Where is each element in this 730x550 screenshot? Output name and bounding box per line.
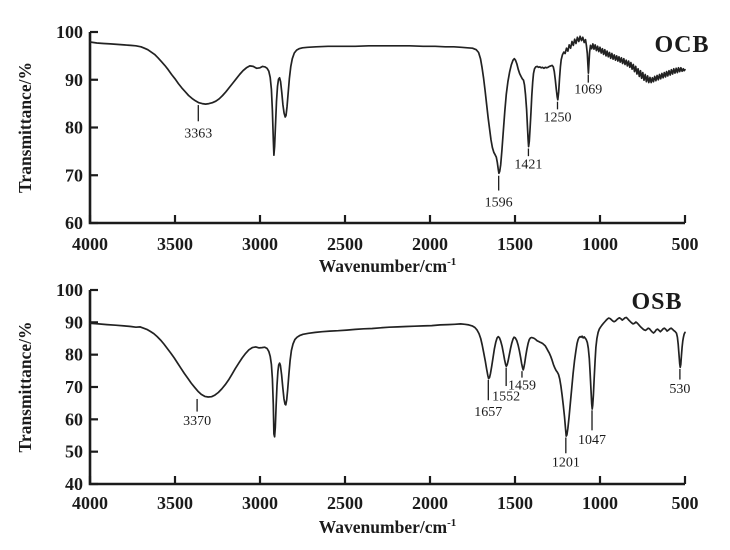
peak-label: 3363 bbox=[184, 126, 212, 141]
y-axis-tick-label: 100 bbox=[56, 22, 83, 42]
x-axis-title: Wavenumber/cm-1 bbox=[319, 517, 457, 537]
x-axis-tick-label: 2000 bbox=[412, 234, 448, 254]
peak-label: 1421 bbox=[514, 157, 542, 172]
x-axis-tick-label: 3500 bbox=[157, 493, 193, 513]
spectrum-curve-osb bbox=[89, 316, 686, 438]
x-axis-title-superscript: -1 bbox=[447, 256, 456, 268]
x-axis-tick-label: 1500 bbox=[497, 493, 533, 513]
x-axis-tick-label: 2500 bbox=[327, 234, 363, 254]
x-axis-title: Wavenumber/cm-1 bbox=[319, 256, 457, 276]
peak-label: 1069 bbox=[574, 82, 602, 97]
x-axis-tick-label: 2500 bbox=[327, 493, 363, 513]
y-axis-tick-label: 70 bbox=[65, 165, 83, 185]
y-axis-tick-label: 90 bbox=[65, 70, 83, 90]
x-axis-tick-label: 500 bbox=[672, 493, 699, 513]
peak-label: 1250 bbox=[544, 111, 572, 126]
spectrum-curve-ocb bbox=[89, 35, 686, 175]
y-axis-tick-label: 60 bbox=[65, 409, 83, 429]
y-axis-tick-label: 40 bbox=[65, 474, 83, 494]
axis-frame bbox=[88, 32, 685, 225]
peak-label: 1047 bbox=[578, 433, 606, 448]
x-axis-tick-label: 3500 bbox=[157, 234, 193, 254]
peak-label: 1552 bbox=[492, 389, 520, 404]
y-axis-tick-label: 90 bbox=[65, 312, 83, 332]
y-axis-tick-label: 80 bbox=[65, 345, 83, 365]
y-axis-title: Transmittance/% bbox=[15, 62, 35, 193]
y-axis-tick-label: 70 bbox=[65, 377, 83, 397]
x-axis-tick-label: 500 bbox=[672, 234, 699, 254]
y-axis-tick-label: 80 bbox=[65, 118, 83, 138]
x-axis-tick-label: 3000 bbox=[242, 234, 278, 254]
x-axis-tick-label: 1500 bbox=[497, 234, 533, 254]
peak-label: 1201 bbox=[552, 456, 580, 471]
sample-label-osb: OSB bbox=[631, 289, 682, 315]
peak-label: 1596 bbox=[485, 196, 513, 211]
peak-label: 1657 bbox=[474, 405, 502, 420]
y-axis-title: Transmittance/% bbox=[15, 322, 35, 453]
peak-label: 1459 bbox=[508, 379, 536, 394]
x-axis-title-superscript: -1 bbox=[447, 517, 456, 529]
y-axis-tick-label: 50 bbox=[65, 442, 83, 462]
x-axis-tick-label: 1000 bbox=[582, 234, 618, 254]
peak-label: 3370 bbox=[183, 414, 211, 429]
x-axis-tick-label: 2000 bbox=[412, 493, 448, 513]
peak-label: 530 bbox=[669, 382, 690, 397]
x-axis-tick-label: 1000 bbox=[582, 493, 618, 513]
sample-label-ocb: OCB bbox=[654, 32, 709, 58]
x-axis-tick-label: 3000 bbox=[242, 493, 278, 513]
y-axis-tick-label: 60 bbox=[65, 213, 83, 233]
x-axis-tick-label: 4000 bbox=[72, 234, 108, 254]
x-axis-tick-label: 4000 bbox=[72, 493, 108, 513]
y-axis-tick-label: 100 bbox=[56, 280, 83, 300]
axis-frame bbox=[88, 290, 685, 486]
